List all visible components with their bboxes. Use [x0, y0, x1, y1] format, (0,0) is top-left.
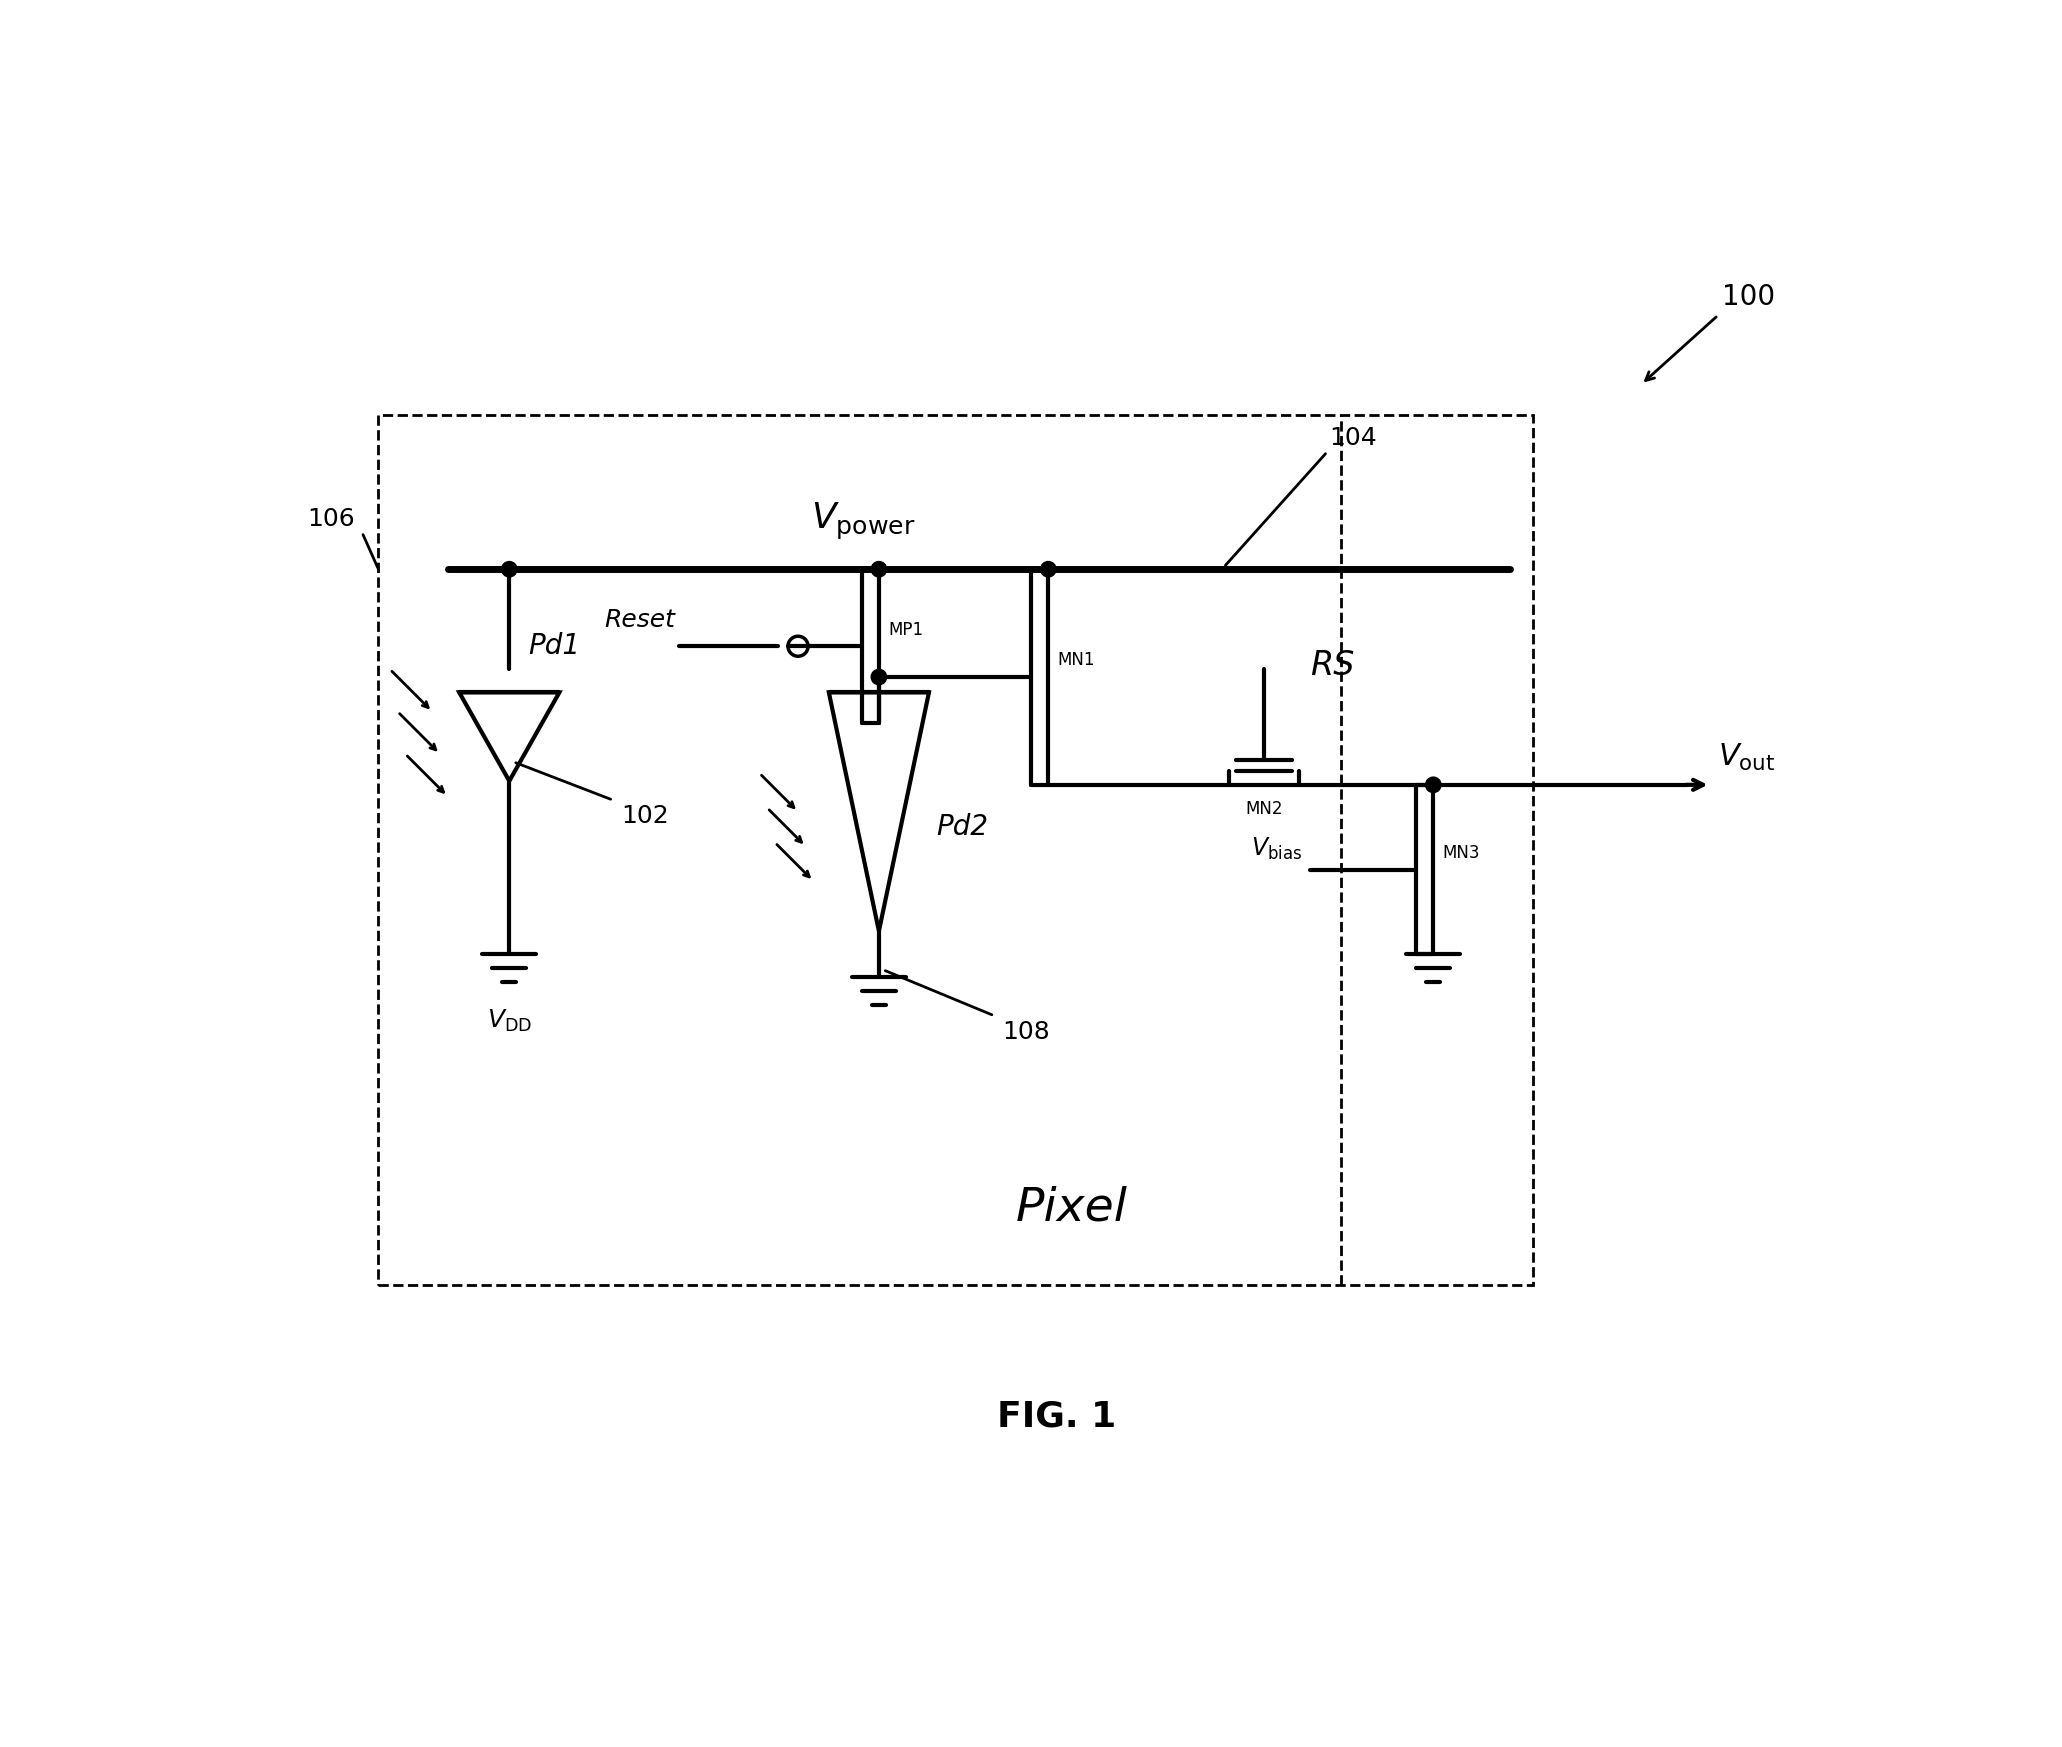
Text: 108: 108 [1002, 1020, 1050, 1043]
Text: Reset: Reset [604, 608, 674, 632]
Circle shape [872, 669, 887, 685]
Circle shape [1041, 561, 1056, 577]
Text: MP1: MP1 [889, 620, 924, 639]
Text: $V_{\rm power}$: $V_{\rm power}$ [810, 501, 916, 542]
Text: $V_{\rm DD}$: $V_{\rm DD}$ [487, 1008, 532, 1034]
Circle shape [872, 561, 887, 577]
Circle shape [501, 561, 518, 577]
Text: 100: 100 [1722, 283, 1775, 311]
Text: MN1: MN1 [1058, 652, 1095, 669]
Text: MN3: MN3 [1443, 844, 1481, 861]
Text: 104: 104 [1330, 426, 1377, 451]
Text: Pd2: Pd2 [936, 812, 988, 840]
Text: RS: RS [1309, 648, 1355, 681]
Text: $V_{\rm bias}$: $V_{\rm bias}$ [1252, 835, 1303, 861]
Text: FIG. 1: FIG. 1 [998, 1399, 1116, 1433]
Text: Pixel: Pixel [1015, 1186, 1128, 1232]
Text: Pd1: Pd1 [528, 632, 581, 660]
Circle shape [1425, 777, 1441, 793]
Text: 106: 106 [307, 507, 355, 531]
Bar [379, 416, 1534, 1286]
Text: 102: 102 [621, 804, 668, 828]
Text: MN2: MN2 [1245, 800, 1283, 818]
Text: $V_{\rm out}$: $V_{\rm out}$ [1718, 742, 1775, 774]
